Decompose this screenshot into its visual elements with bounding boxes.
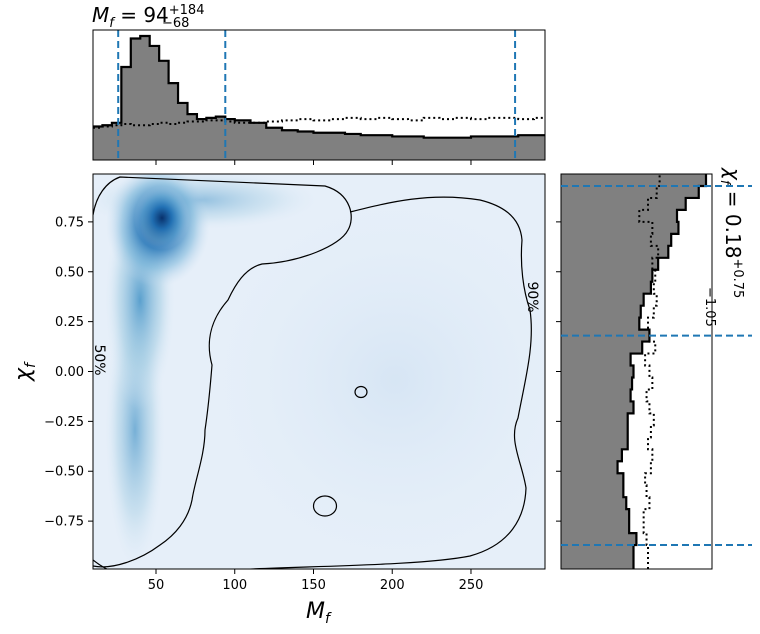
right-title-sub: f xyxy=(717,180,732,187)
right-title-var: χ xyxy=(721,167,745,181)
top-title-value: = 94 xyxy=(114,3,169,27)
y-tick-label: 0.75 xyxy=(55,215,84,230)
top-title-var: M xyxy=(92,3,109,27)
right-title-sup: +0.75 xyxy=(730,258,745,298)
contour-label-90: 90% xyxy=(524,281,540,312)
right-title-low: −1.05 xyxy=(702,287,717,327)
top-title-low: −68 xyxy=(162,16,189,31)
y-tick-label: 0.25 xyxy=(55,315,84,330)
x-tick-label: 200 xyxy=(380,578,405,593)
right-hist-outline xyxy=(616,174,708,569)
top-title-sub: f xyxy=(109,16,116,31)
svg-text:χf: χf xyxy=(11,361,39,382)
x-label-var: M xyxy=(306,599,325,624)
y-tick-label: −0.50 xyxy=(44,465,84,480)
contour-island-lower xyxy=(312,495,338,517)
density-heatmap: 90% 50% xyxy=(91,174,545,569)
x-label-sub: f xyxy=(325,611,332,627)
top-marginal-title: Mf = 94+184 xyxy=(92,3,204,31)
top-hist-outline xyxy=(93,34,545,139)
y-tick-label: 0.50 xyxy=(55,265,84,280)
right-title-value: = 0.18 xyxy=(721,184,745,258)
contour-label-50: 50% xyxy=(91,344,107,375)
top-marginal-panel xyxy=(92,29,546,165)
y-label-var: χ xyxy=(11,367,36,382)
contour-island-upper xyxy=(354,385,368,399)
y-tick-label: −0.75 xyxy=(44,515,84,530)
top-hist-prior xyxy=(93,116,545,129)
y-axis-label: χf xyxy=(11,361,39,382)
y-tick-label: 0.00 xyxy=(55,365,84,380)
top-panel-frame xyxy=(92,29,546,161)
x-tick-label: 100 xyxy=(222,578,247,593)
x-tick-label: 50 xyxy=(148,578,165,593)
contour-50 xyxy=(93,176,352,568)
top-hist-fill xyxy=(93,36,545,160)
x-tick-label: 150 xyxy=(301,578,326,593)
y-tick-label: −0.25 xyxy=(44,415,84,430)
joint-panel: 90% 50% 50 100 150 200 250 0.75 0.50 0.25 0.00 −… xyxy=(44,173,546,593)
svg-text:χf = 0.18+0.75: χf = 0.18+0.75 xyxy=(717,167,745,298)
right-hist-prior xyxy=(638,174,661,569)
top-title-sup: +184 xyxy=(169,3,205,18)
right-marginal-title: χf = 0.18+0.75 −1.05 xyxy=(702,167,745,327)
x-tick-label: 250 xyxy=(459,578,484,593)
y-label-sub: f xyxy=(23,361,39,368)
right-marginal-panel xyxy=(556,173,713,570)
x-axis-label: Mf xyxy=(306,599,332,627)
